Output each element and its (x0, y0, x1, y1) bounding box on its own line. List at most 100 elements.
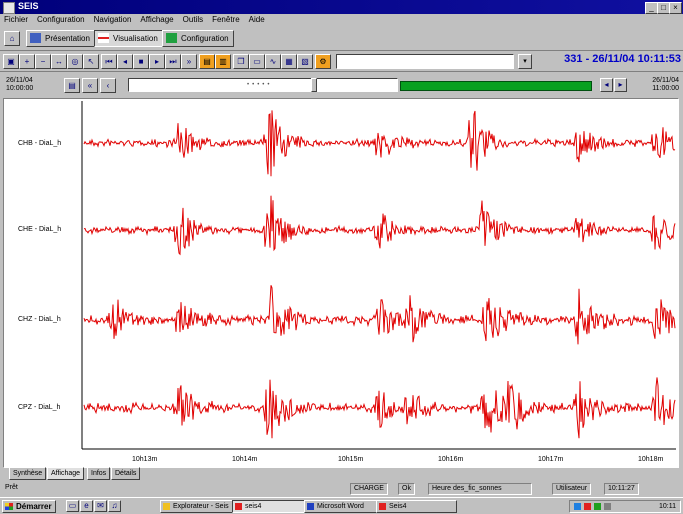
filter-icon[interactable]: ▤ (199, 54, 215, 69)
prev-icon[interactable]: ◂ (117, 54, 133, 69)
seismic-trace-1 (83, 110, 676, 177)
start-button[interactable]: Démarrer (2, 500, 56, 513)
seis-icon (235, 503, 242, 510)
config-icon (166, 33, 177, 43)
grid-icon[interactable]: ▧ (297, 54, 313, 69)
print-icon[interactable]: ▭ (249, 54, 265, 69)
zoom-out-icon[interactable]: − (35, 54, 51, 69)
export-icon[interactable]: ▥ (215, 54, 231, 69)
quicklaunch-ie-icon[interactable]: e (80, 500, 93, 512)
start-time: 10:00:00 (6, 85, 34, 92)
chart-icon[interactable]: ▦ (281, 54, 297, 69)
task-label: Seis4 (389, 503, 407, 510)
bottom-tabs: Synthèse Affichage Infos Détails (3, 466, 679, 481)
menu-file[interactable]: Fichier (4, 15, 29, 24)
network-icon[interactable] (574, 503, 581, 510)
trace-label: CHB - DiaL_h (18, 140, 62, 147)
menu-bar: Fichier Configuration Navigation Affichage O… (0, 14, 683, 27)
task-seis4-active[interactable]: seis4 (232, 500, 313, 513)
seismogram-plot[interactable]: CHB - DiaL_h CHE - DiaL_h CHZ - DiaL_h C… (3, 98, 679, 468)
word-icon (307, 503, 314, 510)
next-icon[interactable]: ▸ (149, 54, 165, 69)
tab-infos[interactable]: Infos (87, 467, 111, 480)
waveform-icon (98, 33, 109, 43)
status-field: Ok (398, 483, 415, 495)
tab-affichage[interactable]: Affichage (47, 467, 85, 480)
title-bar: SEIS _ □ × (0, 0, 683, 14)
forward-icon[interactable]: » (181, 54, 197, 69)
first-icon[interactable]: ⏮ (101, 54, 117, 69)
open-icon[interactable]: ▣ (3, 54, 19, 69)
task-label: Explorateur - Seis (173, 503, 229, 510)
x-tick-label: 10h14m (232, 456, 258, 463)
end-date: 26/11/04 (652, 77, 679, 84)
trace-label: CHE - DiaL_h (18, 226, 62, 233)
task-seis4[interactable]: Seis4 (376, 500, 457, 513)
menu-navigation[interactable]: Navigation (93, 15, 132, 24)
trace-label: CHZ - DiaL_h (18, 316, 61, 323)
task-label: seis4 (245, 503, 262, 510)
status-time: 10:11:27 (604, 483, 639, 495)
spectrum-icon[interactable]: ∿ (265, 54, 281, 69)
stop-icon[interactable]: ■ (133, 54, 149, 69)
volume-icon[interactable] (604, 503, 611, 510)
tab-configuration[interactable]: Configuration (162, 30, 234, 47)
channel-input[interactable] (336, 54, 514, 69)
rewind-icon[interactable]: « (82, 78, 98, 93)
menu-window[interactable]: Fenêtre (212, 15, 240, 24)
calendar-icon[interactable]: ▤ (64, 78, 80, 93)
last-icon[interactable]: ⏭ (165, 54, 181, 69)
tab-label: Configuration (181, 34, 229, 43)
tab-synthese[interactable]: Synthèse (9, 467, 47, 480)
x-tick-label: 10h15m (338, 456, 364, 463)
channel-dropdown-icon[interactable]: ▾ (518, 54, 532, 69)
task-explorer[interactable]: Explorateur - Seis (160, 500, 241, 513)
tab-label: Présentation (45, 34, 90, 43)
tab-label: Visualisation (113, 34, 158, 43)
pointer-icon[interactable]: ↖ (83, 54, 99, 69)
seek-thumb[interactable] (311, 78, 317, 92)
menu-tools[interactable]: Outils (182, 15, 204, 24)
status-user: Utilisateur (552, 483, 592, 495)
seek-ticks: ••••• (247, 82, 273, 88)
tab-presentation[interactable]: Présentation (26, 30, 95, 47)
menu-view[interactable]: Affichage (140, 15, 174, 24)
tab-visualisation[interactable]: Visualisation (94, 30, 163, 47)
settings-icon[interactable]: ⚙ (315, 54, 331, 69)
buffer-progress-bar (400, 81, 592, 91)
menu-configuration[interactable]: Configuration (37, 15, 85, 24)
zoom-in-icon[interactable]: + (19, 54, 35, 69)
x-tick-label: 10h17m (538, 456, 564, 463)
home-icon[interactable]: ⌂ (4, 31, 20, 46)
trace-label: CPZ - DiaL_h (18, 404, 61, 411)
step-back-icon[interactable]: ‹ (100, 78, 116, 93)
zoom-fit-icon[interactable]: ↔ (51, 54, 67, 69)
time-seek-slider[interactable]: ••••• (128, 78, 398, 92)
x-tick-label: 10h18m (638, 456, 664, 463)
seismic-trace-2 (83, 195, 676, 256)
close-button[interactable]: × (669, 2, 682, 14)
task-word[interactable]: Microsoft Word (304, 500, 385, 513)
system-tray: 10:11 (569, 500, 681, 513)
quicklaunch-mail-icon[interactable]: ✉ (94, 500, 107, 512)
tray-app-icon[interactable] (594, 503, 601, 510)
tabs-row: ⌂ Présentation Visualisation Configurati… (0, 27, 683, 49)
quicklaunch-desktop-icon[interactable]: ▭ (66, 500, 79, 512)
menu-help[interactable]: Aide (248, 15, 265, 24)
status-message: Prêt (5, 484, 18, 491)
quicklaunch-media-icon[interactable]: ♫ (108, 500, 121, 512)
end-time: 11:00:00 (652, 85, 679, 92)
taskbar: Démarrer ▭ e ✉ ♫ Explorateur - Seis seis… (0, 497, 683, 514)
copy-icon[interactable]: ❐ (233, 54, 249, 69)
tab-details[interactable]: Détails (111, 467, 141, 480)
antivirus-icon[interactable] (584, 503, 591, 510)
seis-icon (379, 503, 386, 510)
x-tick-label: 10h13m (132, 456, 158, 463)
start-date: 26/11/04 (6, 77, 33, 84)
seismogram-svg (81, 101, 676, 450)
seismic-trace-4 (83, 377, 676, 439)
zoom-reset-icon[interactable]: ◎ (67, 54, 83, 69)
next-page-icon[interactable]: ▸ (614, 78, 627, 92)
app-icon (3, 2, 15, 14)
prev-page-icon[interactable]: ◂ (600, 78, 613, 92)
